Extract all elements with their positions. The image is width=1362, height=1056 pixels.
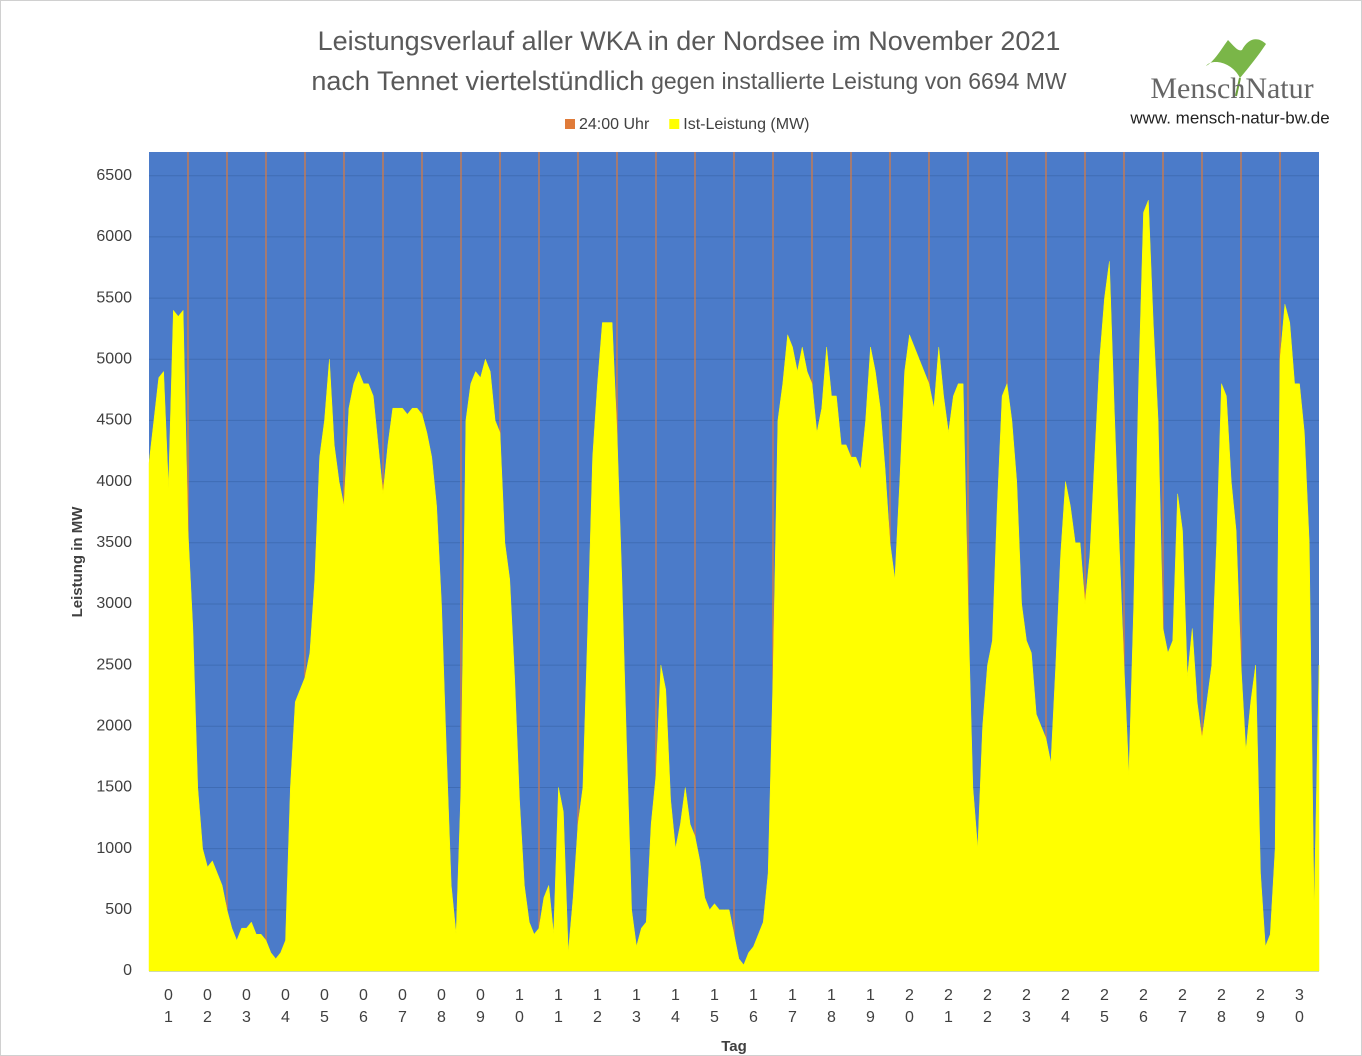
x-tick-label: 06 (355, 987, 372, 1031)
area (148, 200, 1320, 972)
logo: MenschNatur www. mensch-natur-bw.de (1129, 39, 1330, 127)
x-tick-label: 30 (1291, 987, 1308, 1031)
legend-label: Ist-Leistung (MW) (683, 116, 809, 133)
logo-url: www. mensch-natur-bw.de (1129, 108, 1329, 127)
x-tick-label: 10 (511, 987, 528, 1031)
y-tick-label: 6000 (96, 228, 132, 245)
y-tick-label: 500 (105, 901, 132, 918)
x-tick-label: 17 (784, 987, 801, 1031)
x-tick-label: 02 (199, 987, 216, 1031)
x-tick-label: 25 (1096, 987, 1113, 1031)
y-tick-label: 4000 (96, 473, 132, 490)
x-tick-label: 08 (433, 987, 450, 1031)
x-tick-label: 24 (1057, 987, 1074, 1031)
x-tick-label: 19 (862, 987, 879, 1031)
y-tick-label: 4500 (96, 412, 132, 429)
subtitle-note: gegen installierte Leistung von 6694 MW (651, 68, 1067, 94)
x-tick-label: 12 (589, 987, 606, 1031)
subtitle: nach Tennet viertelstündlich (311, 66, 644, 96)
x-tick-label: 18 (823, 987, 840, 1031)
logo-name: MenschNatur (1150, 72, 1313, 105)
x-tick-label: 20 (901, 987, 918, 1031)
y-tick-label: 1500 (96, 779, 132, 796)
logo-name-left: Mensch (1150, 72, 1245, 105)
x-tick-label: 21 (940, 987, 957, 1031)
x-tick-label: 05 (316, 987, 333, 1031)
y-axis-label: Leistung in MW (69, 506, 86, 618)
x-tick-label: 16 (745, 987, 762, 1031)
x-tick-label: 03 (238, 987, 255, 1031)
x-tick-label: 15 (706, 987, 723, 1031)
legend-swatch (565, 119, 575, 129)
x-axis-label: Tag (721, 1038, 747, 1055)
x-tick-label: 28 (1213, 987, 1230, 1031)
x-tick-label: 29 (1252, 987, 1269, 1031)
x-tick-label: 27 (1174, 987, 1191, 1031)
chart-title: Leistungsverlauf aller WKA in der Nordse… (318, 26, 1061, 56)
y-tick-label: 3500 (96, 534, 132, 551)
x-tick-label: 09 (472, 987, 489, 1031)
x-tick-label: 07 (394, 987, 411, 1031)
y-tick-label: 5500 (96, 289, 132, 306)
legend-label: 24:00 Uhr (579, 116, 650, 133)
logo-name-right: Natur (1245, 72, 1313, 105)
x-tick-label: 13 (628, 987, 645, 1031)
y-tick-label: 2500 (96, 656, 132, 673)
y-tick-label: 2000 (96, 718, 132, 735)
x-tick-label: 14 (667, 987, 684, 1031)
x-tick-label: 01 (160, 987, 177, 1031)
y-tick-label: 0 (123, 962, 132, 979)
y-tick-label: 3000 (96, 595, 132, 612)
y-tick-label: 6500 (96, 167, 132, 184)
x-tick-label: 22 (979, 987, 996, 1031)
x-tick-label: 04 (277, 987, 294, 1031)
x-tick-label: 23 (1018, 987, 1035, 1031)
legend-swatch (669, 119, 680, 129)
y-tick-label: 5000 (96, 350, 132, 367)
logo-stem (1235, 77, 1241, 97)
x-tick-label: 11 (550, 987, 567, 1031)
y-tick-label: 1000 (96, 840, 132, 857)
logo-leaf (1206, 39, 1266, 78)
x-tick-label: 26 (1135, 987, 1152, 1031)
chart-subtitle: nach Tennet viertelstündlich gegen instal… (311, 66, 1067, 96)
